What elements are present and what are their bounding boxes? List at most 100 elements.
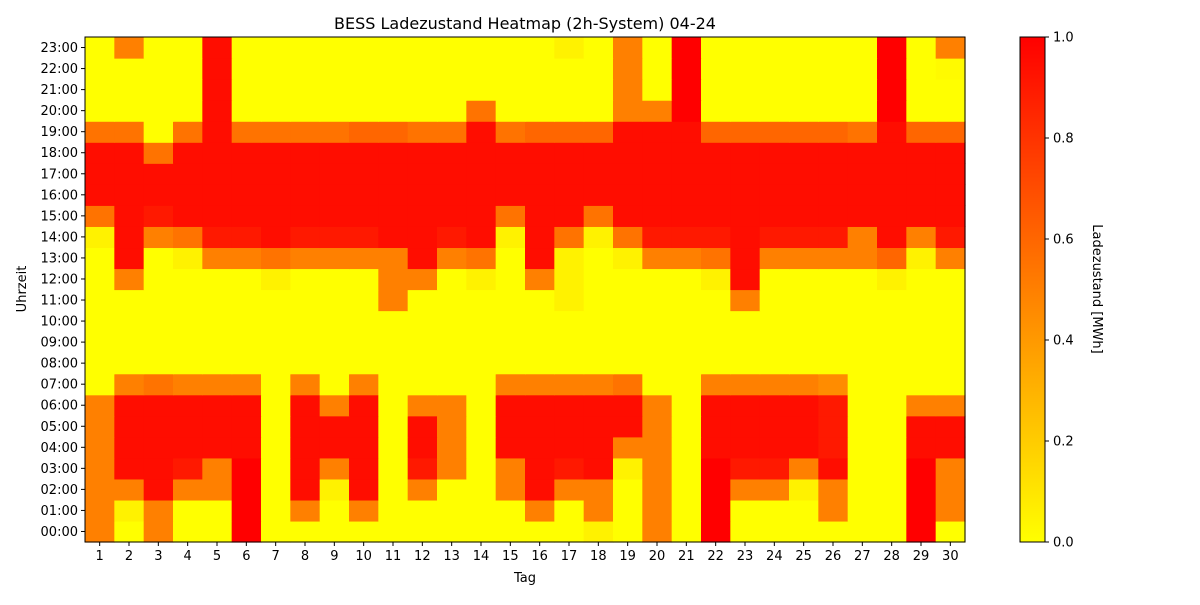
heatmap-cell xyxy=(437,352,467,375)
heatmap-cell xyxy=(671,478,702,501)
heatmap-cell xyxy=(671,289,702,312)
heatmap-cell xyxy=(789,226,819,249)
heatmap-cell xyxy=(730,310,761,333)
heatmap-cell xyxy=(906,499,937,522)
heatmap-cell xyxy=(583,373,614,396)
heatmap-cell xyxy=(114,142,145,164)
heatmap-cell xyxy=(261,478,291,501)
heatmap-cell xyxy=(407,205,438,227)
y-tick-label: 11:00 xyxy=(41,294,78,309)
heatmap-cell xyxy=(642,121,673,143)
heatmap-cell xyxy=(789,499,819,522)
heatmap-cell xyxy=(525,142,555,164)
heatmap-cell xyxy=(143,205,174,227)
heatmap-cell xyxy=(613,184,643,206)
heatmap-cell xyxy=(173,520,203,543)
heatmap-cell xyxy=(261,520,291,543)
heatmap-cell xyxy=(671,100,702,122)
heatmap-cell xyxy=(583,289,614,312)
heatmap-cell xyxy=(261,373,291,396)
heatmap-cell xyxy=(495,310,526,333)
heatmap-cell xyxy=(583,121,614,143)
x-tick-label: 25 xyxy=(795,549,812,564)
heatmap-cell xyxy=(613,268,643,291)
heatmap-cell xyxy=(554,394,585,417)
heatmap-cell xyxy=(202,352,233,375)
heatmap-cell xyxy=(818,184,849,206)
heatmap-cell xyxy=(466,373,497,396)
heatmap-cell xyxy=(407,436,438,459)
y-tick-label: 04:00 xyxy=(41,441,78,456)
heatmap-cell xyxy=(759,58,790,80)
heatmap-cell xyxy=(261,352,291,375)
heatmap-cell xyxy=(759,394,790,417)
heatmap-cell xyxy=(349,478,379,501)
heatmap-cell xyxy=(143,58,174,80)
heatmap-cell xyxy=(730,268,761,291)
heatmap-cell xyxy=(583,415,614,438)
heatmap-cell xyxy=(349,37,379,59)
heatmap-cell xyxy=(466,352,497,375)
heatmap-cell xyxy=(642,163,673,185)
heatmap-cell xyxy=(378,226,409,249)
heatmap-cell xyxy=(701,394,731,417)
heatmap-cell xyxy=(730,520,761,543)
heatmap-cell xyxy=(759,478,790,501)
heatmap-cell xyxy=(261,37,291,59)
heatmap-cell xyxy=(701,499,731,522)
heatmap-cell xyxy=(877,205,907,227)
heatmap-cell xyxy=(525,457,555,480)
heatmap-cell xyxy=(143,457,174,480)
heatmap-cell xyxy=(173,184,203,206)
heatmap-cell xyxy=(613,520,643,543)
y-tick-label: 14:00 xyxy=(41,230,78,245)
heatmap-cell xyxy=(143,373,174,396)
heatmap-cell xyxy=(114,289,145,312)
heatmap-cell xyxy=(701,184,731,206)
heatmap-cell xyxy=(114,121,145,143)
heatmap-cell xyxy=(261,163,291,185)
heatmap-cell xyxy=(525,520,555,543)
heatmap-cell xyxy=(701,457,731,480)
heatmap-cell xyxy=(114,457,145,480)
x-tick-label: 3 xyxy=(154,549,162,564)
heatmap-cell xyxy=(789,520,819,543)
heatmap-cell xyxy=(231,373,262,396)
heatmap-cell xyxy=(671,373,702,396)
heatmap-cell xyxy=(789,331,819,354)
x-axis-label: Tag xyxy=(513,571,536,586)
heatmap-cell xyxy=(701,478,731,501)
heatmap-cell xyxy=(818,58,849,80)
heatmap-cell xyxy=(525,331,555,354)
heatmap-cell xyxy=(789,268,819,291)
heatmap-cell xyxy=(495,436,526,459)
heatmap-cell xyxy=(85,205,115,227)
heatmap-cell xyxy=(877,457,907,480)
heatmap-cell xyxy=(613,142,643,164)
heatmap-cell xyxy=(407,394,438,417)
heatmap-cell xyxy=(847,415,878,438)
heatmap-cell xyxy=(554,37,585,59)
heatmap-cell xyxy=(349,184,379,206)
heatmap-cell xyxy=(319,121,350,143)
heatmap-cell xyxy=(906,478,937,501)
heatmap-cell xyxy=(349,499,379,522)
heatmap-cell xyxy=(877,436,907,459)
heatmap-cell xyxy=(583,205,614,227)
heatmap-cell xyxy=(554,247,585,270)
heatmap-cell xyxy=(583,268,614,291)
heatmap-cell xyxy=(789,247,819,270)
heatmap-cell xyxy=(906,121,937,143)
heatmap-cell xyxy=(378,352,409,375)
heatmap-cell xyxy=(730,499,761,522)
heatmap-cell xyxy=(935,394,966,417)
heatmap-cell xyxy=(319,226,350,249)
heatmap-cell xyxy=(85,184,115,206)
heatmap-cell xyxy=(349,247,379,270)
heatmap-cell xyxy=(583,100,614,122)
y-tick-label: 18:00 xyxy=(41,146,78,161)
heatmap-cell xyxy=(847,100,878,122)
heatmap-cell xyxy=(935,226,966,249)
heatmap-cell xyxy=(261,184,291,206)
y-axis-ticks: 00:00 01:00 02:00 03:00 04:00 05:00 06:00 07:00… xyxy=(41,41,85,540)
